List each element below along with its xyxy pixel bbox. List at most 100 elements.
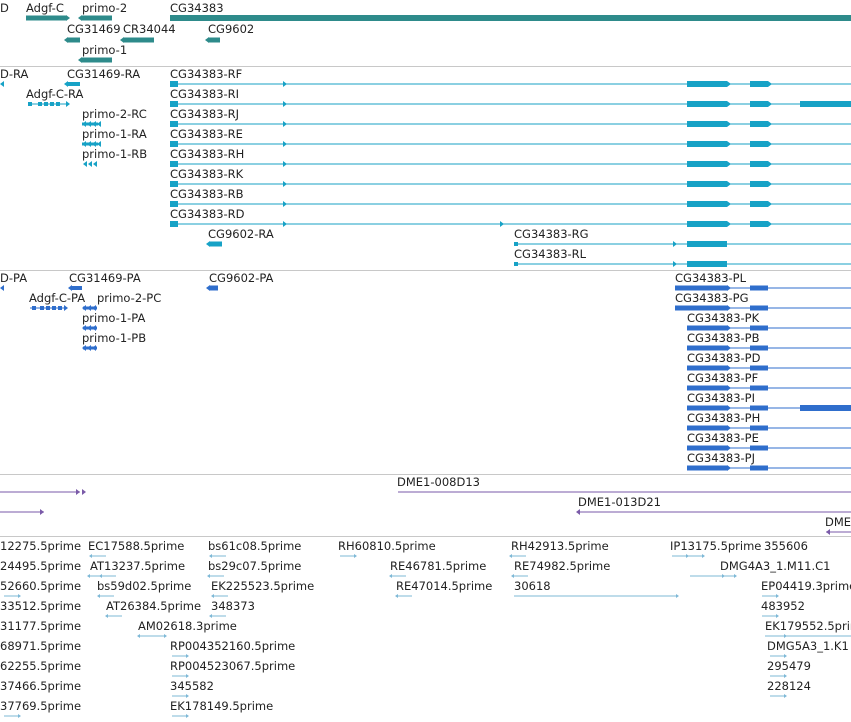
- est-label[interactable]: AT26384.5prime: [106, 599, 202, 613]
- transcript-glyph[interactable]: [170, 141, 178, 147]
- transcript-glyph[interactable]: [768, 161, 772, 167]
- protein-glyph[interactable]: [68, 285, 72, 291]
- transcript-glyph[interactable]: [44, 102, 48, 106]
- gene-glyph[interactable]: [64, 37, 68, 43]
- est-label[interactable]: 52660.5prime: [0, 579, 82, 593]
- est-glyph[interactable]: [209, 554, 212, 558]
- transcript-glyph[interactable]: [170, 221, 178, 227]
- transcript-glyph[interactable]: [768, 141, 772, 147]
- est-glyph[interactable]: [776, 594, 779, 598]
- gene-label[interactable]: primo-2: [82, 1, 128, 15]
- est-label[interactable]: DMG5A3_1.K1: [767, 639, 849, 653]
- est-glyph[interactable]: [207, 574, 210, 578]
- est-glyph[interactable]: [105, 614, 108, 618]
- clone-glyph[interactable]: [826, 529, 830, 535]
- protein-glyph[interactable]: [687, 365, 727, 371]
- est-label[interactable]: 37769.5prime: [0, 699, 82, 713]
- protein-label[interactable]: CG34383-PI: [687, 391, 756, 405]
- transcript-label[interactable]: CG31469-RA: [67, 67, 141, 81]
- protein-label[interactable]: CG34383-PF: [687, 371, 759, 385]
- est-glyph[interactable]: [186, 714, 189, 718]
- est-glyph[interactable]: [97, 594, 100, 598]
- transcript-glyph[interactable]: [82, 142, 98, 146]
- est-glyph[interactable]: [186, 674, 189, 678]
- transcript-glyph[interactable]: [687, 261, 727, 267]
- est-label[interactable]: EP04419.3prime: [761, 579, 851, 593]
- protein-label[interactable]: primo-2-PC: [97, 291, 162, 305]
- protein-glyph[interactable]: [687, 425, 727, 431]
- est-glyph[interactable]: [89, 554, 92, 558]
- est-glyph[interactable]: [734, 574, 737, 578]
- transcript-glyph[interactable]: [750, 201, 768, 207]
- est-glyph[interactable]: [87, 574, 90, 578]
- protein-label[interactable]: Adgf-C-PA: [29, 291, 86, 305]
- transcript-glyph[interactable]: [68, 82, 80, 86]
- transcript-glyph[interactable]: [687, 201, 727, 207]
- est-glyph[interactable]: [18, 594, 21, 598]
- transcript-glyph[interactable]: [750, 141, 768, 147]
- gene-glyph[interactable]: [205, 37, 209, 43]
- transcript-label[interactable]: D-RA: [0, 67, 29, 81]
- gene-glyph[interactable]: [120, 37, 124, 43]
- est-label[interactable]: 37466.5prime: [0, 679, 82, 693]
- gene-glyph[interactable]: [78, 15, 82, 21]
- gene-glyph[interactable]: [26, 15, 66, 21]
- protein-glyph[interactable]: [727, 345, 731, 351]
- transcript-glyph[interactable]: [727, 201, 731, 207]
- transcript-glyph[interactable]: [687, 121, 727, 127]
- est-label[interactable]: bs61c08.5prime: [208, 539, 302, 553]
- est-label[interactable]: DMG4A3_1.M11.C1: [720, 559, 831, 573]
- transcript-label[interactable]: CG34383-RD: [170, 207, 245, 221]
- protein-glyph[interactable]: [83, 306, 97, 310]
- transcript-label[interactable]: CG34383-RE: [170, 127, 243, 141]
- protein-glyph[interactable]: [750, 425, 768, 431]
- est-label[interactable]: 228124: [767, 679, 811, 693]
- protein-glyph[interactable]: [750, 325, 768, 331]
- protein-glyph[interactable]: [52, 306, 56, 310]
- protein-label[interactable]: CG34383-PD: [687, 351, 761, 365]
- transcript-glyph[interactable]: [283, 141, 287, 147]
- protein-glyph[interactable]: [727, 285, 731, 291]
- protein-glyph[interactable]: [210, 285, 218, 291]
- transcript-glyph[interactable]: [768, 201, 772, 207]
- transcript-label[interactable]: primo-1-RA: [82, 127, 147, 141]
- transcript-glyph[interactable]: [66, 101, 70, 107]
- protein-glyph[interactable]: [72, 286, 82, 290]
- est-label[interactable]: IP13175.5prime: [670, 539, 762, 553]
- transcript-glyph[interactable]: [170, 161, 178, 167]
- protein-label[interactable]: D-PA: [0, 271, 28, 285]
- transcript-label[interactable]: Adgf-C-RA: [26, 87, 84, 101]
- transcript-label[interactable]: primo-1-RB: [82, 147, 148, 161]
- transcript-glyph[interactable]: [687, 141, 727, 147]
- transcript-glyph[interactable]: [727, 101, 731, 107]
- protein-glyph[interactable]: [727, 305, 731, 311]
- transcript-glyph[interactable]: [28, 102, 32, 106]
- gene-label[interactable]: Adgf-C: [26, 1, 64, 15]
- est-label[interactable]: 345582: [170, 679, 214, 693]
- est-label[interactable]: RE46781.5prime: [390, 559, 487, 573]
- transcript-glyph[interactable]: [727, 161, 731, 167]
- protein-glyph[interactable]: [727, 445, 731, 451]
- transcript-glyph[interactable]: [210, 241, 222, 247]
- transcript-glyph[interactable]: [170, 201, 178, 207]
- protein-glyph[interactable]: [687, 465, 727, 471]
- est-label[interactable]: RH60810.5prime: [338, 539, 436, 553]
- gene-label[interactable]: D: [0, 1, 9, 15]
- gene-glyph[interactable]: [68, 37, 80, 43]
- transcript-glyph[interactable]: [170, 181, 178, 187]
- transcript-label[interactable]: CG34383-RI: [170, 87, 240, 101]
- protein-glyph[interactable]: [58, 306, 62, 310]
- protein-glyph[interactable]: [727, 385, 731, 391]
- protein-glyph[interactable]: [750, 305, 768, 311]
- transcript-glyph[interactable]: [38, 102, 42, 106]
- est-label[interactable]: EK179552.5prime: [765, 619, 851, 633]
- est-glyph[interactable]: [137, 634, 140, 638]
- est-glyph[interactable]: [722, 574, 725, 578]
- clone-glyph[interactable]: [76, 489, 80, 495]
- est-label[interactable]: 33512.5prime: [0, 599, 82, 613]
- transcript-glyph[interactable]: [800, 101, 851, 107]
- gene-glyph[interactable]: [82, 15, 112, 21]
- transcript-glyph[interactable]: [0, 81, 4, 87]
- est-label[interactable]: RE47014.5prime: [396, 579, 493, 593]
- est-label[interactable]: 68971.5prime: [0, 639, 82, 653]
